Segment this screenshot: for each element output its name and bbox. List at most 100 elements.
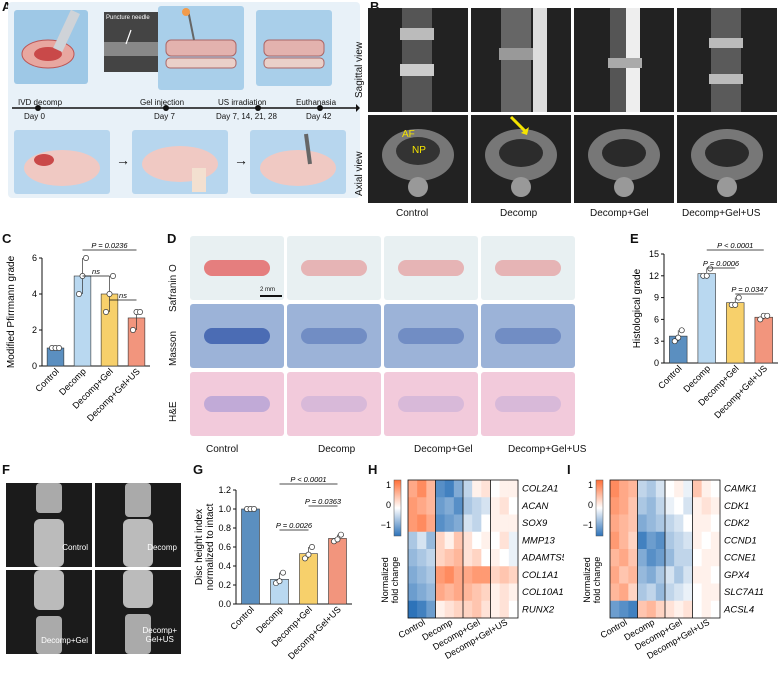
gene-label: COL2A1 — [522, 484, 558, 495]
heatmap-cell — [665, 531, 675, 550]
schematic-panel-a: Puncture needle IVD decomp Day 0 Gel inj… — [8, 2, 360, 198]
heatmap-cell — [619, 497, 629, 515]
heatmap-cell — [628, 497, 638, 515]
data-point — [276, 578, 283, 585]
panel-label-d: D — [167, 231, 177, 246]
histology-image — [384, 236, 478, 300]
heatmap-cell — [628, 583, 638, 602]
heatmap-cell — [665, 514, 675, 533]
heatmap-cell — [408, 514, 418, 533]
heatmap-cell — [610, 583, 620, 602]
heatmap-cell — [426, 480, 436, 498]
gene-label: CDK2 — [724, 518, 750, 529]
heatmap-cell — [499, 480, 510, 498]
data-point — [110, 273, 116, 279]
y-tick-label: 0.8 — [218, 523, 231, 533]
heatmap-cell — [646, 497, 657, 515]
bar — [754, 316, 773, 364]
rat-procedure-illustration-3 — [250, 130, 346, 194]
xray-label: Decomp — [147, 543, 177, 552]
heatmap-cell — [646, 531, 657, 550]
heatmap-cell — [508, 600, 519, 619]
heatmap-cell — [444, 531, 455, 550]
gene-label: ACAN — [521, 501, 549, 512]
heatmap-cell — [481, 600, 491, 619]
heatmap-cell — [655, 549, 666, 567]
heatmap-cell — [701, 566, 712, 584]
heatmap-cell — [444, 514, 455, 533]
heatmap-cell — [710, 480, 721, 498]
heatmap-cell — [610, 549, 620, 567]
significance-label: P < 0.0001 — [717, 241, 753, 250]
histology-image — [384, 304, 478, 368]
af-annotation: AF — [402, 129, 415, 140]
heatmap-cell — [674, 531, 684, 550]
heatmap-cell — [628, 514, 638, 533]
heatmap-cell — [655, 566, 666, 584]
disc-core — [398, 260, 464, 276]
significance-label: P = 0.0026 — [276, 521, 313, 530]
heatmap-cell — [619, 480, 629, 498]
timeline-event-2: US irradiation — [218, 98, 267, 107]
heatmap-cell — [508, 480, 519, 498]
heatmap-cell — [499, 514, 510, 533]
data-point — [106, 291, 113, 297]
timeline-event-1: Gel injection — [140, 98, 185, 107]
gene-label: COL1A1 — [522, 570, 558, 581]
heatmap-cell — [444, 497, 455, 515]
data-point — [56, 345, 62, 351]
heatmap-cell — [701, 497, 712, 515]
heatmap-cell — [463, 566, 473, 584]
heatmap-cell — [710, 566, 721, 584]
mri-col-label-control: Control — [396, 208, 429, 219]
heatmap-cell — [463, 549, 473, 567]
data-point — [707, 265, 714, 272]
data-point — [280, 569, 286, 576]
gene-label: CAMK1 — [724, 484, 757, 495]
heatmap-cell — [701, 583, 712, 602]
disc-core — [398, 396, 464, 412]
heatmap-cell — [453, 566, 464, 584]
y-axis-label: Histological grade — [632, 268, 643, 348]
heatmap-cell — [646, 566, 657, 584]
heatmap-cell — [472, 514, 482, 533]
heatmap-cell — [683, 600, 693, 619]
gene-label: SLC7A11 — [724, 587, 764, 598]
color-scale-tick: −1 — [583, 520, 593, 530]
heatmap-cell — [417, 583, 427, 602]
heatmap-cell — [646, 480, 657, 498]
timeline-day-1: Day 7 — [154, 112, 175, 121]
data-point — [130, 327, 136, 333]
mri-axial-control: AF NP — [368, 115, 468, 203]
heatmap-cell — [453, 531, 464, 550]
heatmap-cell — [508, 531, 519, 550]
heatmap-cell — [665, 497, 675, 515]
mri-col-label-decomp: Decomp — [500, 208, 538, 219]
heatmap-cell — [490, 566, 500, 584]
heatmap-cell — [499, 549, 510, 567]
disc-core — [301, 328, 367, 344]
heatmap-cell — [481, 531, 491, 550]
timeline-day-2: Day 7, 14, 21, 28 — [216, 112, 277, 121]
heatmap-cell — [444, 583, 455, 602]
heatmap-cell — [610, 480, 620, 498]
histology-image — [287, 372, 381, 436]
gene-label: COL10A1 — [522, 587, 564, 598]
heatmap-cell — [646, 583, 657, 602]
bar — [328, 538, 347, 605]
heatmap-cell — [490, 600, 500, 619]
significance-label: P = 0.0006 — [703, 259, 740, 268]
heatmap-cell — [490, 514, 500, 533]
heatmap-cell — [408, 566, 418, 584]
heatmap-cell — [426, 566, 436, 584]
disc-core — [204, 396, 270, 412]
heatmap-cell — [610, 497, 620, 515]
heatmap-cell — [619, 583, 629, 602]
data-point — [338, 531, 344, 538]
heatmap-cell — [435, 600, 445, 619]
data-point — [703, 272, 710, 279]
heatmap-cell — [637, 480, 647, 498]
xray-gelus: Decomp+ Gel+US — [95, 570, 181, 654]
heatmap-cell — [435, 514, 445, 533]
